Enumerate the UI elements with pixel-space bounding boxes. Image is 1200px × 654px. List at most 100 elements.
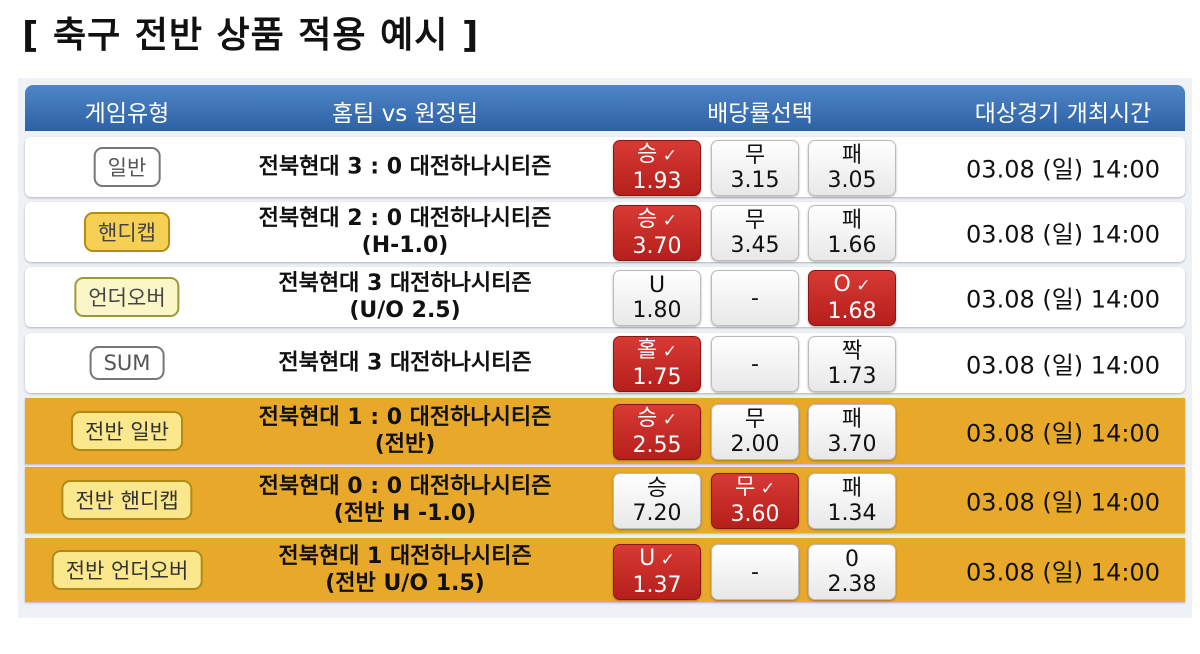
match-info: 전북현대 2 : 0 대전하나시티즌 (H-1.0) [259, 205, 552, 259]
match-teams-score: 전북현대 1 : 0 대전하나시티즌 [258, 405, 552, 430]
odds-button[interactable]: 무 2.00 [711, 404, 799, 460]
table-row: 전반 핸디캡 전북현대 0 : 0 대전하나시티즌 (전반 H -1.0) 승 7.20… [25, 467, 1185, 533]
check-icon: ✓ [850, 276, 871, 296]
odds-value: 1.80 [632, 298, 682, 323]
table-row: 핸디캡 전북현대 2 : 0 대전하나시티즌 (H-1.0) 승 ✓ 3.70 무 3.45… [25, 202, 1185, 262]
odds-button[interactable]: 짝 1.73 [808, 336, 896, 392]
match-time: 03.08 (일) 14:00 [966, 220, 1160, 249]
check-icon: ✓ [655, 550, 675, 570]
odds-label: 짝 [809, 339, 895, 364]
odds-label: 패 [809, 476, 895, 501]
odds-button[interactable]: 0 2.38 [808, 544, 896, 600]
match-teams-score: 전북현대 3 대전하나시티즌 [278, 350, 532, 376]
odds-label: 승 ✓ [614, 207, 700, 234]
odds-option: 승 [637, 142, 658, 167]
odds-value: 2.55 [632, 433, 682, 458]
odds-button[interactable]: 승 7.20 [613, 473, 701, 529]
header-teams: 홈팀 vs 원정팀 [331, 101, 479, 127]
odds-button[interactable]: - [711, 270, 799, 326]
odds-button[interactable]: U ✓ 1.37 [613, 544, 701, 600]
game-type-badge: 전반 일반 [71, 411, 183, 451]
odds-button[interactable]: 무 3.45 [711, 205, 799, 261]
odds-label: O ✓ [809, 272, 895, 299]
odds-button[interactable]: 패 3.05 [808, 140, 896, 196]
odds-value: 1.34 [827, 501, 877, 526]
odds-button[interactable]: 무 3.15 [711, 140, 799, 196]
odds-value: 3.45 [730, 233, 780, 258]
odds-option: U [639, 546, 656, 571]
odds-button[interactable]: 승 ✓ 2.55 [613, 404, 701, 460]
match-info: 전북현대 3 : 0 대전하나시티즌 [259, 154, 552, 181]
odds-label: 승 [614, 476, 700, 501]
odds-button[interactable]: U 1.80 [613, 270, 701, 326]
odds-button[interactable]: O ✓ 1.68 [808, 270, 896, 326]
odds-label: U ✓ [614, 546, 700, 573]
odds-option: - [751, 351, 759, 377]
match-time: 03.08 (일) 14:00 [966, 351, 1160, 380]
match-time: 03.08 (일) 14:00 [966, 155, 1160, 184]
check-icon: ✓ [657, 342, 677, 362]
table-row: 전반 일반 전북현대 1 : 0 대전하나시티즌 (전반) 승 ✓ 2.55 무 2.00 패… [25, 398, 1185, 464]
odds-label: - [712, 286, 798, 311]
odds-value: 1.68 [827, 299, 877, 324]
match-info: 전북현대 3 대전하나시티즌 (U/O 2.5) [278, 270, 531, 324]
odds-option: 패 [841, 143, 863, 168]
match-line-detail: (전반 H -1.0) [333, 501, 477, 526]
odds-label: 홀 ✓ [614, 338, 700, 365]
match-teams-score: 전북현대 3 대전하나시티즌 [278, 271, 532, 296]
odds-option: 무 [735, 475, 756, 500]
odds-label: 무 [712, 407, 798, 432]
odds-button[interactable]: 무 ✓ 3.60 [711, 473, 799, 529]
match-time: 03.08 (일) 14:00 [966, 285, 1160, 314]
odds-value: 3.15 [730, 168, 780, 193]
match-teams-score: 전북현대 1 대전하나시티즌 [278, 544, 532, 569]
match-line-detail: (U/O 2.5) [349, 298, 461, 323]
odds-label: 패 [809, 143, 895, 168]
odds-option: 홀 [637, 338, 658, 363]
game-type-badge: 일반 [93, 147, 161, 187]
header-odds: 배당률선택 [707, 101, 813, 127]
table-row: 일반 전북현대 3 : 0 대전하나시티즌 승 ✓ 1.93 무 3.15 패 3.05 03.… [25, 137, 1185, 197]
odds-button[interactable]: 패 3.70 [808, 404, 896, 460]
table-row: SUM 전북현대 3 대전하나시티즌 홀 ✓ 1.75- 짝 1.73 03.08 (일) … [25, 333, 1185, 393]
odds-button[interactable]: - [711, 544, 799, 600]
odds-option: 무 [744, 143, 766, 168]
odds-value: 2.00 [730, 432, 780, 457]
odds-option: 승 [637, 406, 658, 431]
odds-value: 1.73 [827, 364, 877, 389]
odds-value: 1.75 [632, 365, 682, 390]
odds-option: - [751, 285, 759, 311]
odds-option: 승 [646, 476, 668, 501]
odds-option: 패 [841, 476, 863, 501]
match-teams-score: 전북현대 0 : 0 대전하나시티즌 [258, 474, 552, 499]
header-game-type: 게임유형 [84, 101, 170, 127]
odds-label: - [712, 352, 798, 377]
odds-label: 무 ✓ [712, 475, 798, 502]
odds-button[interactable]: 승 ✓ 1.93 [613, 140, 701, 196]
odds-option: 패 [841, 208, 863, 233]
odds-value: 7.20 [632, 501, 682, 526]
table-row: 언더오버 전북현대 3 대전하나시티즌 (U/O 2.5) U 1.80- O ✓ 1.68… [25, 267, 1185, 327]
odds-button[interactable]: 패 1.34 [808, 473, 896, 529]
odds-value: 3.60 [730, 502, 780, 527]
game-type-badge: SUM [89, 346, 165, 380]
match-teams-score: 전북현대 3 : 0 대전하나시티즌 [258, 154, 552, 180]
odds-button[interactable]: 홀 ✓ 1.75 [613, 336, 701, 392]
odds-button[interactable]: 승 ✓ 3.70 [613, 205, 701, 261]
odds-value: 3.05 [827, 168, 877, 193]
match-info: 전북현대 1 : 0 대전하나시티즌 (전반) [259, 404, 552, 458]
odds-option: O [833, 272, 851, 297]
game-type-badge: 언더오버 [74, 277, 180, 317]
game-type-badge: 전반 핸디캡 [61, 480, 193, 520]
odds-label: U [614, 273, 700, 298]
header-time: 대상경기 개최시간 [974, 101, 1152, 127]
odds-button[interactable]: - [711, 336, 799, 392]
page-title: [ 축구 전반 상품 적용 예시 ] [22, 15, 480, 56]
game-type-badge: 핸디캡 [84, 212, 170, 252]
odds-label: 무 [712, 208, 798, 233]
odds-option: U [648, 273, 666, 298]
match-info: 전북현대 0 : 0 대전하나시티즌 (전반 H -1.0) [259, 473, 552, 527]
odds-option: 승 [637, 207, 658, 232]
odds-button[interactable]: 패 1.66 [808, 205, 896, 261]
